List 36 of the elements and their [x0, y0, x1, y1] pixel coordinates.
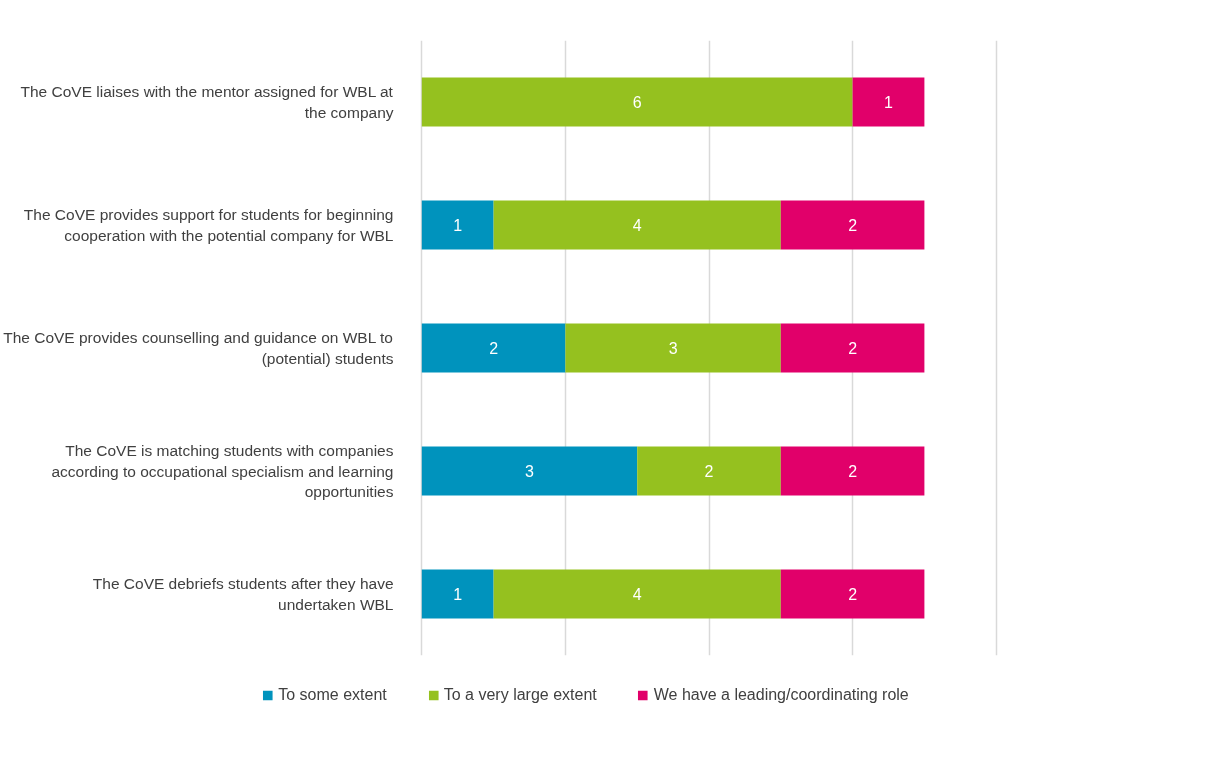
bar [852, 77, 925, 127]
data-label: 2 [489, 340, 499, 357]
bar [421, 569, 494, 619]
legend-label: To a very large extent [443, 686, 597, 704]
data-label: 1 [453, 217, 463, 234]
bar [780, 200, 925, 250]
bar [780, 446, 925, 496]
legend-label: We have a leading/coordinating role [653, 686, 909, 704]
data-label: 2 [704, 463, 714, 480]
data-label: 4 [632, 217, 642, 234]
data-label: 1 [453, 586, 463, 603]
y-tick-label: The CoVE provides counselling and guidance on WBL to (potential) students [3, 329, 394, 367]
y-tick-label: The CoVE provides support for students for beginning cooperation with the potential company for WBL [23, 206, 394, 244]
y-tick-label: The CoVE is matching students with companies according to occupational specialism and learning opportunities [51, 442, 394, 500]
data-label: 2 [848, 340, 858, 357]
data-label: 3 [525, 463, 535, 480]
data-label: 6 [632, 94, 642, 111]
bar [421, 446, 638, 496]
data-label: 3 [668, 340, 678, 357]
bar [421, 323, 566, 373]
bar [421, 77, 853, 127]
bar [493, 569, 781, 619]
legend-label: To some extent [278, 686, 387, 704]
data-label: 4 [632, 586, 642, 603]
bar [493, 200, 781, 250]
data-label: 1 [884, 94, 894, 111]
data-label: 2 [848, 463, 858, 480]
data-label: 2 [848, 586, 858, 603]
bar [637, 446, 781, 496]
bar [780, 323, 925, 373]
bar [565, 323, 781, 373]
data-label: 2 [848, 217, 858, 234]
y-tick-label: The CoVE liaises with the mentor assigned for WBL at the company [20, 83, 394, 121]
bar [421, 200, 494, 250]
y-tick-label: The CoVE debriefs students after they have undertaken WBL [92, 575, 394, 613]
bar [780, 569, 925, 619]
